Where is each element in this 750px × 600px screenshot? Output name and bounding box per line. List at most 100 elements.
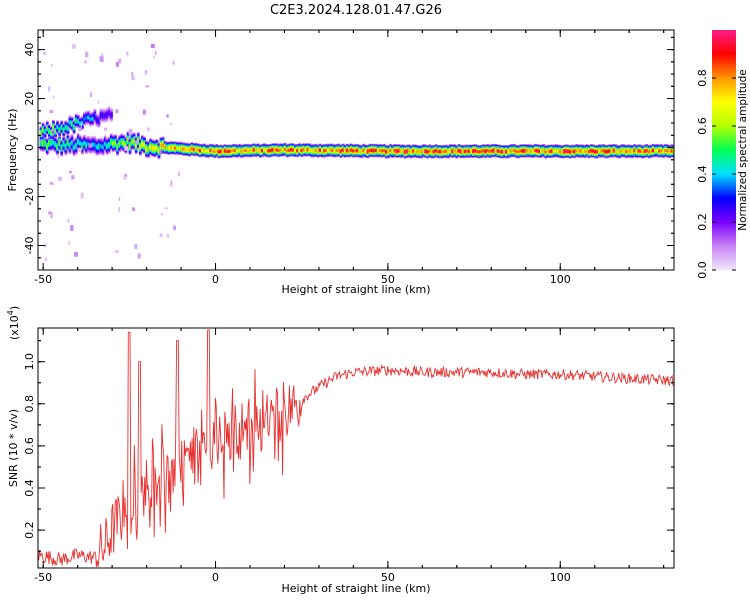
snr-series-line	[38, 329, 674, 567]
heatmap-cell	[455, 150, 459, 154]
heatmap-cell	[281, 148, 285, 152]
heatmap-cell	[354, 149, 357, 153]
heatmap-cell	[602, 149, 605, 153]
heatmap-cell	[62, 141, 66, 146]
heatmap-cell	[432, 150, 436, 154]
heatmap-cell	[81, 121, 84, 125]
heatmap-cell	[471, 149, 475, 153]
heatmap-cell	[93, 142, 97, 147]
y-tick-label: 0.8	[23, 395, 36, 413]
colorbar-label: Normalized spectral amplitude	[737, 69, 749, 230]
heatmap-cell	[333, 149, 337, 153]
heatmap-cell	[194, 147, 198, 151]
heatmap-cell	[440, 150, 444, 154]
heatmap-cell	[465, 149, 469, 153]
x-tick-label: 100	[550, 273, 571, 286]
heatmap-noise	[142, 109, 146, 115]
heatmap-cell	[409, 150, 413, 154]
heatmap-cell	[190, 147, 194, 151]
heatmap-cell	[227, 149, 231, 153]
heatmap-cell	[647, 150, 651, 154]
heatmap-cell	[85, 143, 88, 148]
heatmap-cell	[207, 149, 210, 153]
heatmap-cell	[500, 150, 504, 154]
heatmap-cell	[149, 145, 153, 149]
heatmap-cell	[101, 113, 105, 118]
heatmap-noise	[68, 241, 71, 246]
heatmap-noise	[49, 182, 54, 185]
heatmap-cell	[327, 148, 330, 152]
heatmap-cell	[389, 148, 392, 153]
heatmap-cell	[105, 113, 109, 117]
heatmap-cell	[176, 146, 179, 150]
heatmap-cell	[370, 148, 374, 152]
heatmap-noise	[44, 243, 47, 248]
heatmap-cell	[141, 142, 144, 146]
heatmap-cell	[68, 120, 72, 125]
heatmap-cell	[103, 141, 107, 146]
heatmap-cell	[118, 141, 121, 146]
heatmap-cell	[58, 128, 62, 132]
x-tick-label: 100	[550, 571, 571, 584]
colorbar-tick-label: 0.2	[696, 213, 709, 231]
heatmap-cell	[132, 139, 136, 144]
heatmap-cell	[467, 149, 471, 153]
heatmap-noise	[118, 197, 121, 201]
heatmap-cell	[232, 149, 235, 153]
heatmap-cell	[192, 148, 196, 152]
heatmap-noise	[50, 212, 53, 219]
heatmap-cell	[635, 149, 639, 154]
heatmap-cell	[180, 146, 184, 151]
heatmap-cell	[453, 149, 457, 153]
heatmap-cell	[300, 148, 303, 153]
heatmap-cell	[103, 114, 107, 118]
x-tick-label: 50	[381, 571, 395, 584]
heatmap-cell	[219, 149, 223, 153]
heatmap-cell	[527, 149, 531, 153]
heatmap-cell	[443, 149, 446, 154]
heatmap-cell	[345, 148, 349, 153]
heatmap-cell	[91, 117, 95, 121]
heatmap-cell	[68, 143, 72, 148]
heatmap-noise	[135, 140, 139, 144]
heatmap-cell	[287, 148, 291, 152]
heatmap-cell	[130, 139, 134, 144]
heatmap-noise	[74, 251, 78, 257]
heatmap-noise	[125, 51, 129, 56]
heatmap-cell	[474, 149, 477, 153]
x-tick-label: 0	[212, 273, 219, 286]
heatmap-cell	[167, 146, 171, 150]
heatmap-cell	[620, 149, 624, 153]
heatmap-cell	[269, 148, 272, 153]
heatmap-cell	[64, 144, 68, 149]
heatmap-cell	[85, 116, 88, 120]
heatmap-cell	[556, 149, 560, 153]
heatmap-cell	[558, 149, 562, 154]
heatmap-cell	[316, 149, 320, 153]
heatmap-cell	[254, 148, 258, 152]
heatmap-cell	[139, 145, 142, 149]
heatmap-cell	[478, 150, 481, 154]
heatmap-cell	[186, 147, 190, 152]
heatmap-cell	[376, 149, 380, 153]
heatmap-cell	[250, 148, 254, 153]
heatmap-cell	[211, 149, 215, 153]
heatmap-noise	[78, 127, 81, 132]
heatmap-cell	[546, 149, 550, 153]
heatmap-noise	[124, 145, 128, 151]
heatmap-cell	[362, 148, 366, 152]
heatmap-noise	[123, 175, 126, 180]
heatmap-cell	[277, 148, 281, 152]
heatmap-cell	[358, 149, 361, 153]
heatmap-cell	[482, 149, 486, 153]
heatmap-cell	[550, 149, 554, 153]
heatmap-cell	[62, 128, 66, 133]
heatmap-cell	[538, 149, 541, 153]
heatmap-noise	[48, 86, 50, 92]
heatmap-cell	[70, 121, 74, 126]
heatmap-cells	[39, 43, 674, 262]
heatmap-cell	[575, 149, 579, 153]
heatmap-cell	[521, 149, 525, 153]
top-panel: -50 0 50 100 -40 -20 0 20 40 Height of straight…	[6, 29, 675, 296]
heatmap-cell	[569, 150, 572, 154]
